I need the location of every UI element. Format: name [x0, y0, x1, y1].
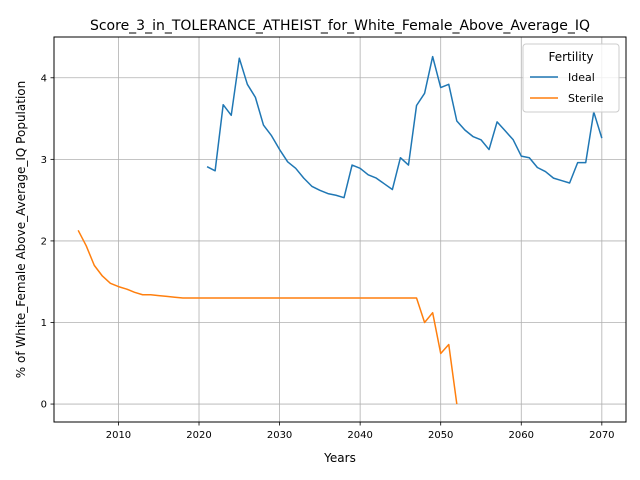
x-axis-label: Years	[323, 451, 356, 465]
x-tick-label: 2060	[509, 430, 534, 441]
x-tick-label: 2070	[589, 430, 614, 441]
y-tick-label: 0	[41, 400, 47, 411]
x-tick-label: 2050	[428, 430, 453, 441]
legend-title: Fertility	[548, 50, 593, 64]
legend-label-sterile: Sterile	[568, 92, 604, 105]
y-tick-label: 1	[41, 318, 47, 329]
x-tick-label: 2020	[186, 430, 211, 441]
y-tick-label: 2	[41, 236, 47, 247]
x-tick-label: 2030	[267, 430, 292, 441]
y-tick-label: 3	[41, 155, 47, 166]
x-tick-label: 2040	[347, 430, 372, 441]
y-axis-label: % of White_Female Above_Average_IQ Popul…	[14, 81, 28, 378]
legend-label-ideal: Ideal	[568, 71, 595, 84]
x-tick-label: 2010	[106, 430, 131, 441]
legend: Fertility Ideal Sterile	[523, 44, 619, 112]
y-tick-label: 4	[41, 73, 47, 84]
chart-title: Score_3_in_TOLERANCE_ATHEIST_for_White_F…	[90, 18, 590, 34]
